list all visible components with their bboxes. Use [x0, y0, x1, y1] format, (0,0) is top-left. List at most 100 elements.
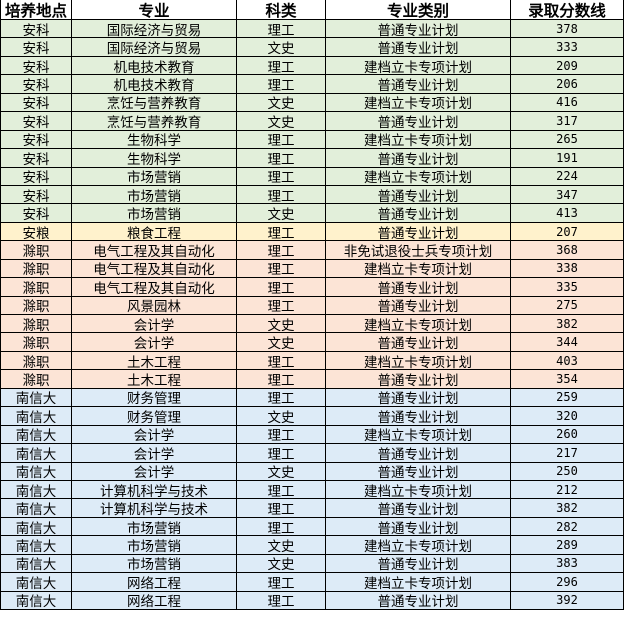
subject-cell[interactable]: 理工	[237, 20, 326, 39]
major-cell[interactable]: 会计学	[72, 425, 237, 445]
subject-cell[interactable]: 理工	[237, 222, 326, 242]
subject-cell[interactable]: 文史	[237, 93, 326, 113]
location-cell[interactable]: 滁职	[0, 278, 72, 297]
score-cell[interactable]: 296	[511, 573, 624, 592]
major-cell[interactable]: 财务管理	[72, 388, 237, 408]
subject-cell[interactable]: 文史	[237, 38, 326, 57]
location-cell[interactable]: 南信大	[0, 462, 72, 481]
major-cell[interactable]: 市场营销	[72, 536, 237, 555]
score-cell[interactable]: 209	[511, 56, 624, 76]
score-cell[interactable]: 368	[511, 241, 624, 260]
score-cell[interactable]: 403	[511, 351, 624, 371]
location-cell[interactable]: 安科	[0, 204, 72, 223]
category-cell[interactable]: 建档立卡专项计划	[326, 315, 511, 334]
category-cell[interactable]: 普通专业计划	[326, 112, 511, 131]
category-cell[interactable]: 普通专业计划	[326, 407, 511, 426]
category-cell[interactable]: 普通专业计划	[326, 554, 511, 574]
subject-cell[interactable]: 理工	[237, 56, 326, 76]
major-cell[interactable]: 市场营销	[72, 204, 237, 223]
location-cell[interactable]: 滁职	[0, 333, 72, 352]
score-cell[interactable]: 260	[511, 425, 624, 445]
category-cell[interactable]: 普通专业计划	[326, 278, 511, 297]
location-cell[interactable]: 南信大	[0, 591, 72, 610]
score-cell[interactable]: 207	[511, 222, 624, 242]
score-cell[interactable]: 265	[511, 130, 624, 150]
score-cell[interactable]: 335	[511, 278, 624, 297]
major-cell[interactable]: 网络工程	[72, 573, 237, 592]
location-cell[interactable]: 安科	[0, 38, 72, 57]
header-location[interactable]: 培养地点	[0, 0, 72, 20]
subject-cell[interactable]: 理工	[237, 425, 326, 445]
major-cell[interactable]: 粮食工程	[72, 222, 237, 242]
subject-cell[interactable]: 理工	[237, 75, 326, 94]
category-cell[interactable]: 普通专业计划	[326, 296, 511, 315]
subject-cell[interactable]: 文史	[237, 315, 326, 334]
subject-cell[interactable]: 文史	[237, 204, 326, 223]
major-cell[interactable]: 风景园林	[72, 296, 237, 315]
score-cell[interactable]: 275	[511, 296, 624, 315]
subject-cell[interactable]: 理工	[237, 167, 326, 186]
category-cell[interactable]: 建档立卡专项计划	[326, 259, 511, 279]
subject-cell[interactable]: 理工	[237, 480, 326, 500]
subject-cell[interactable]: 理工	[237, 388, 326, 408]
location-cell[interactable]: 安科	[0, 185, 72, 205]
location-cell[interactable]: 滁职	[0, 351, 72, 371]
category-cell[interactable]: 普通专业计划	[326, 204, 511, 223]
score-cell[interactable]: 344	[511, 333, 624, 352]
major-cell[interactable]: 国际经济与贸易	[72, 38, 237, 57]
category-cell[interactable]: 普通专业计划	[326, 38, 511, 57]
subject-cell[interactable]: 理工	[237, 241, 326, 260]
location-cell[interactable]: 滁职	[0, 315, 72, 334]
score-cell[interactable]: 347	[511, 185, 624, 205]
major-cell[interactable]: 生物科学	[72, 149, 237, 168]
category-cell[interactable]: 普通专业计划	[326, 333, 511, 352]
subject-cell[interactable]: 理工	[237, 130, 326, 150]
major-cell[interactable]: 计算机科学与技术	[72, 499, 237, 518]
location-cell[interactable]: 滁职	[0, 241, 72, 260]
subject-cell[interactable]: 理工	[237, 278, 326, 297]
score-cell[interactable]: 224	[511, 167, 624, 186]
location-cell[interactable]: 南信大	[0, 480, 72, 500]
location-cell[interactable]: 南信大	[0, 425, 72, 445]
category-cell[interactable]: 建档立卡专项计划	[326, 130, 511, 150]
category-cell[interactable]: 建档立卡专项计划	[326, 56, 511, 76]
major-cell[interactable]: 会计学	[72, 315, 237, 334]
score-cell[interactable]: 282	[511, 517, 624, 537]
score-cell[interactable]: 413	[511, 204, 624, 223]
score-cell[interactable]: 333	[511, 38, 624, 57]
category-cell[interactable]: 建档立卡专项计划	[326, 93, 511, 113]
score-cell[interactable]: 378	[511, 20, 624, 39]
subject-cell[interactable]: 理工	[237, 370, 326, 389]
score-cell[interactable]: 289	[511, 536, 624, 555]
score-cell[interactable]: 382	[511, 499, 624, 518]
location-cell[interactable]: 南信大	[0, 554, 72, 574]
score-cell[interactable]: 206	[511, 75, 624, 94]
subject-cell[interactable]: 文史	[237, 536, 326, 555]
category-cell[interactable]: 普通专业计划	[326, 20, 511, 39]
subject-cell[interactable]: 理工	[237, 259, 326, 279]
major-cell[interactable]: 会计学	[72, 462, 237, 481]
major-cell[interactable]: 电气工程及其自动化	[72, 278, 237, 297]
score-cell[interactable]: 338	[511, 259, 624, 279]
category-cell[interactable]: 普通专业计划	[326, 517, 511, 537]
score-cell[interactable]: 416	[511, 93, 624, 113]
category-cell[interactable]: 建档立卡专项计划	[326, 351, 511, 371]
category-cell[interactable]: 普通专业计划	[326, 75, 511, 94]
category-cell[interactable]: 普通专业计划	[326, 222, 511, 242]
location-cell[interactable]: 南信大	[0, 536, 72, 555]
category-cell[interactable]: 建档立卡专项计划	[326, 536, 511, 555]
major-cell[interactable]: 机电技术教育	[72, 56, 237, 76]
category-cell[interactable]: 普通专业计划	[326, 388, 511, 408]
category-cell[interactable]: 普通专业计划	[326, 444, 511, 463]
major-cell[interactable]: 机电技术教育	[72, 75, 237, 94]
score-cell[interactable]: 320	[511, 407, 624, 426]
major-cell[interactable]: 市场营销	[72, 554, 237, 574]
score-cell[interactable]: 212	[511, 480, 624, 500]
header-subject[interactable]: 科类	[237, 0, 326, 20]
major-cell[interactable]: 网络工程	[72, 591, 237, 610]
location-cell[interactable]: 滁职	[0, 259, 72, 279]
major-cell[interactable]: 市场营销	[72, 517, 237, 537]
major-cell[interactable]: 国际经济与贸易	[72, 20, 237, 39]
location-cell[interactable]: 安科	[0, 20, 72, 39]
score-cell[interactable]: 354	[511, 370, 624, 389]
